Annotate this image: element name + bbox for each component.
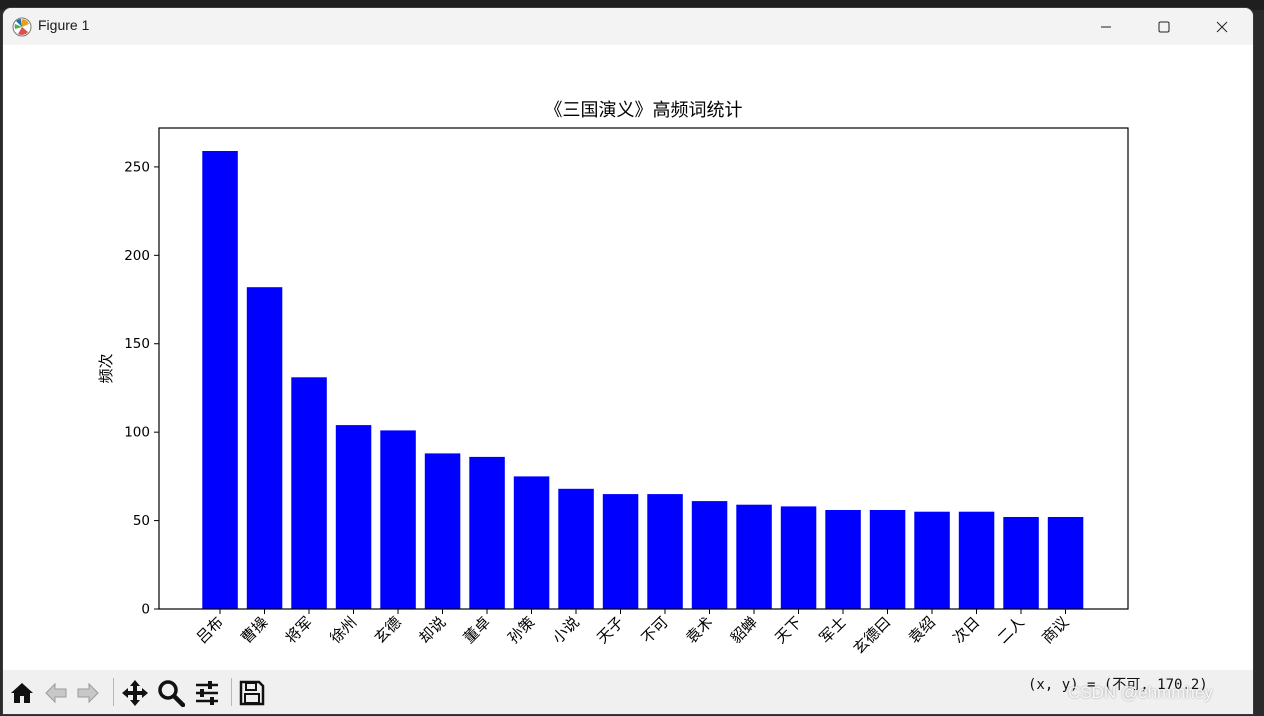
title-bar[interactable]: Figure 1 (3, 8, 1253, 45)
back-button[interactable] (41, 678, 71, 708)
x-tick-label: 却说 (415, 613, 449, 647)
forward-button[interactable] (73, 678, 103, 708)
chart-title: 《三国演义》高频词统计 (545, 100, 743, 121)
x-tick-label: 吕布 (193, 613, 227, 647)
y-tick-label: 250 (124, 159, 150, 175)
x-tick-label: 袁术 (682, 613, 716, 647)
bar (469, 456, 505, 609)
save-icon (239, 680, 265, 706)
bar (691, 501, 728, 609)
x-tick-label: 次日 (949, 613, 983, 647)
zoom-icon (158, 680, 185, 707)
bar (335, 425, 372, 609)
bar (780, 506, 817, 609)
minimize-button[interactable] (1077, 8, 1135, 45)
bar (736, 504, 772, 609)
close-button[interactable] (1193, 8, 1251, 45)
configure-subplots-icon (196, 681, 218, 705)
x-tick-label: 天下 (771, 613, 805, 647)
bar (202, 151, 238, 609)
x-tick-label: 小说 (549, 613, 583, 647)
configure-subplots-button[interactable] (192, 678, 222, 708)
x-tick-label: 曹操 (237, 613, 271, 647)
forward-icon (77, 682, 99, 704)
bar (914, 511, 950, 609)
maximize-icon (1158, 21, 1170, 32)
x-tick-label: 玄德曰 (850, 613, 895, 658)
bar (291, 377, 327, 609)
x-tick-label: 军士 (816, 613, 850, 647)
back-icon (45, 682, 67, 704)
y-axis-label: 频次 (97, 353, 115, 383)
save-button[interactable] (237, 678, 267, 708)
bar (513, 476, 550, 609)
matplotlib-icon (12, 17, 32, 37)
y-tick-label: 50 (133, 513, 150, 529)
bar (869, 510, 906, 609)
bar (958, 511, 995, 609)
background-editor-strip (0, 0, 1264, 10)
x-tick-label: 天子 (593, 613, 627, 647)
bar (1047, 517, 1084, 609)
figure-window: Figure 1 0 50 100 150 200 250 吕布 曹操 将军 徐州 玄德 却说 董卓 孙策… (3, 8, 1253, 714)
y-tick-label: 150 (124, 336, 150, 352)
x-tick-label: 不可 (638, 613, 672, 647)
x-tick-label: 孙策 (504, 613, 538, 647)
axes-frame (158, 127, 1129, 610)
coordinate-readout: (x, y) = (不可, 170.2) (1028, 677, 1208, 693)
bar (647, 494, 683, 609)
home-button[interactable] (7, 678, 37, 708)
home-icon (11, 683, 33, 703)
x-tick-label: 董卓 (460, 613, 494, 647)
toolbar-separator (113, 678, 114, 706)
bar (558, 488, 594, 610)
x-tick-label: 商议 (1038, 613, 1072, 647)
x-tick-label: 徐州 (326, 613, 360, 647)
minimize-icon (1101, 26, 1111, 27)
bar (380, 430, 416, 609)
x-tick-label: 袁绍 (905, 613, 939, 647)
x-tick-label: 貂蝉 (727, 613, 761, 647)
x-tick-label: 玄德 (371, 613, 405, 647)
navigation-toolbar (3, 670, 1253, 714)
x-tick-label: 二人 (994, 613, 1028, 647)
maximize-button[interactable] (1135, 8, 1193, 45)
watermark: CSDN @ehmmhey (1068, 683, 1213, 702)
figure-canvas[interactable]: 0 50 100 150 200 250 吕布 曹操 将军 徐州 玄德 却说 董卓 孙策 小说 天子 不可 袁术貂… (3, 45, 1253, 670)
close-icon (1216, 21, 1228, 32)
x-tick-label: 将军 (282, 613, 316, 647)
y-tick-label: 100 (124, 425, 150, 441)
pan-button[interactable] (120, 678, 150, 708)
y-tick-label: 0 (141, 602, 150, 618)
bar (825, 510, 861, 609)
bar (1003, 517, 1039, 609)
y-tick-label: 200 (124, 248, 150, 264)
toolbar-separator (231, 678, 232, 706)
window-title: Figure 1 (38, 17, 90, 33)
bar (246, 287, 283, 609)
bar (602, 494, 639, 609)
pan-icon (122, 680, 148, 706)
zoom-button[interactable] (156, 678, 186, 708)
bar (424, 453, 461, 609)
bar-chart: 0 50 100 150 200 250 吕布 曹操 将军 徐州 玄德 却说 董卓 孙策 小说 天子 不可 袁术貂… (97, 100, 1129, 658)
